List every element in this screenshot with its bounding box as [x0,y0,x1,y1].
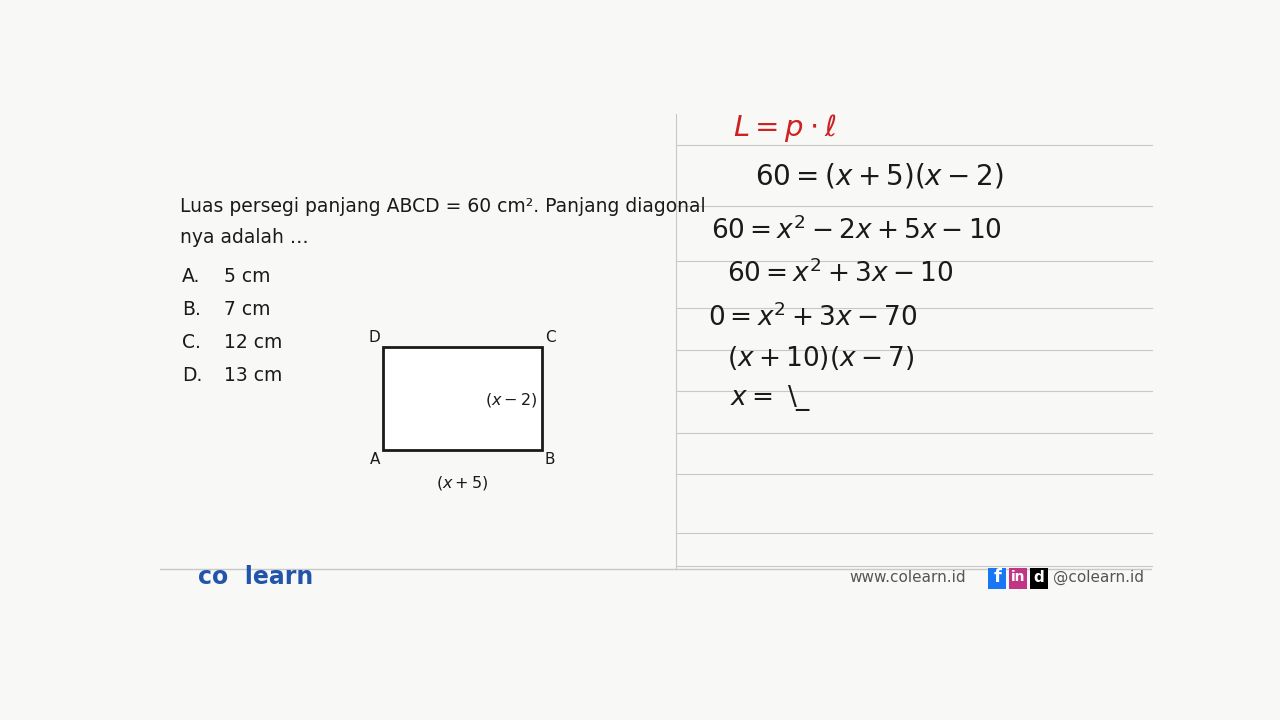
Bar [1009,568,1027,589]
Bar [1030,568,1048,589]
Text: $0 = x^2 + 3x -70$: $0 = x^2 + 3x -70$ [708,303,916,332]
Text: A: A [370,451,380,467]
Text: $(x - 2)$: $(x - 2)$ [485,391,538,409]
Text: in: in [1011,570,1025,584]
Text: f: f [993,568,1001,586]
Text: C: C [545,330,556,345]
Bar [988,568,1006,589]
Text: $x = $ \_: $x = $ \_ [731,383,812,413]
Text: $L = p \cdot \ell$: $L = p \cdot \ell$ [733,112,837,144]
Text: A.: A. [182,266,200,286]
Text: co  learn: co learn [197,565,312,589]
Text: 5 cm: 5 cm [224,266,271,286]
Text: 13 cm: 13 cm [224,366,283,385]
Text: $(x + 5)$: $(x + 5)$ [436,474,489,492]
Text: nya adalah …: nya adalah … [179,228,308,247]
Text: D.: D. [182,366,202,385]
Text: $60 = x^2 +3x -10$: $60 = x^2 +3x -10$ [727,259,954,288]
Text: $60 = x^2-2x+5x-10$: $60 = x^2-2x+5x-10$ [710,216,1001,245]
Text: 12 cm: 12 cm [224,333,283,352]
Text: C.: C. [182,333,201,352]
Text: $60 = (x+5)(x-2)$: $60 = (x+5)(x-2)$ [755,162,1004,191]
Bar [383,347,541,449]
Text: D: D [369,330,380,345]
Text: Luas persegi panjang ABCD = 60 cm². Panjang diagonal: Luas persegi panjang ABCD = 60 cm². Panj… [179,197,705,216]
Text: www.colearn.id: www.colearn.id [850,570,966,585]
Text: 7 cm: 7 cm [224,300,271,319]
Text: @colearn.id: @colearn.id [1053,570,1144,585]
Text: B: B [545,451,556,467]
Text: d: d [1033,570,1044,585]
Text: B.: B. [182,300,201,319]
Text: $(x+10)(x-7)$: $(x+10)(x-7)$ [727,344,915,372]
